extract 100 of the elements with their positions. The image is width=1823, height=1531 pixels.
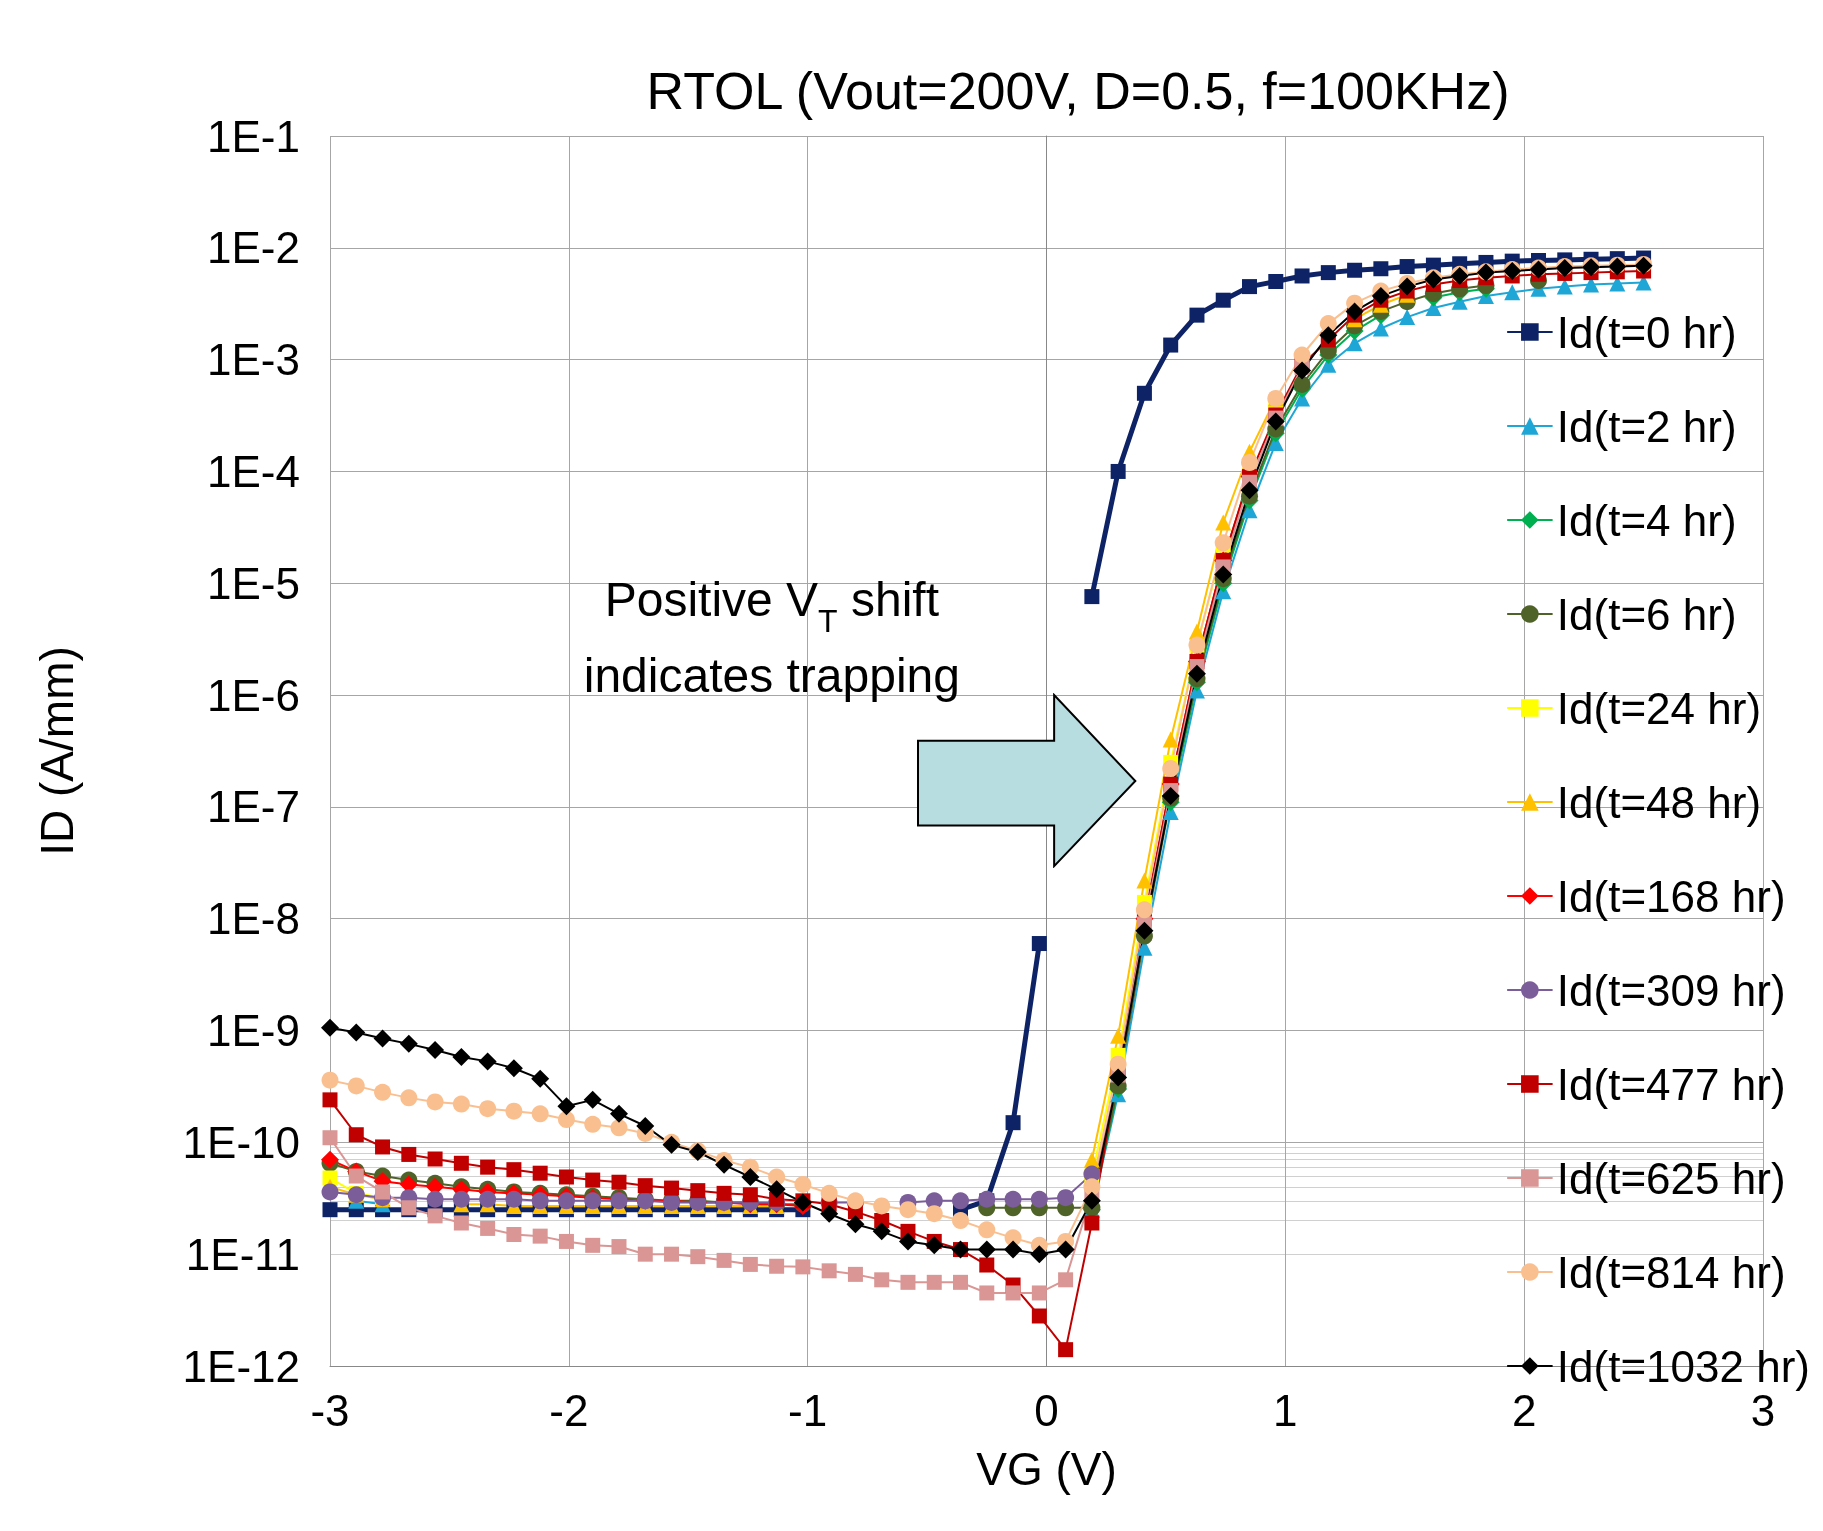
- point: [978, 1221, 996, 1239]
- point: [1109, 1068, 1128, 1087]
- point: [742, 1256, 758, 1272]
- point: [1162, 731, 1179, 748]
- x-tick-label: -1: [788, 1385, 828, 1435]
- point: [1504, 284, 1521, 301]
- point: [1136, 385, 1152, 401]
- x-tick-label: 0: [1034, 1385, 1059, 1435]
- point: [427, 1151, 443, 1167]
- x-tick-label: 1: [1273, 1385, 1298, 1435]
- point: [506, 1226, 522, 1242]
- point: [504, 1059, 523, 1078]
- point: [821, 1263, 837, 1279]
- point: [506, 1162, 522, 1178]
- point: [1320, 265, 1336, 281]
- point: [874, 1272, 890, 1288]
- point: [452, 1190, 470, 1208]
- point: [557, 1111, 575, 1129]
- point: [636, 1117, 655, 1136]
- y-tick-label: 1E-4: [207, 446, 300, 496]
- point: [1398, 277, 1417, 296]
- point: [321, 1150, 339, 1169]
- point: [741, 1168, 760, 1187]
- point: [952, 1212, 970, 1230]
- point: [1399, 309, 1416, 326]
- point: [1031, 1285, 1047, 1301]
- point: [584, 1115, 602, 1133]
- point: [532, 1165, 548, 1181]
- point: [479, 1190, 497, 1208]
- legend-label: Id(t=2 hr): [1556, 401, 1737, 451]
- point: [926, 1274, 942, 1290]
- point: [769, 1258, 785, 1274]
- point: [480, 1159, 496, 1175]
- point: [846, 1215, 865, 1234]
- point: [1058, 1342, 1074, 1358]
- point: [979, 1285, 995, 1301]
- point: [1187, 664, 1206, 683]
- point: [742, 1187, 758, 1203]
- point: [1556, 278, 1573, 295]
- legend-label: Id(t=625 hr): [1556, 1153, 1786, 1203]
- point: [374, 1083, 392, 1101]
- point: [452, 1095, 470, 1113]
- point: [716, 1252, 732, 1268]
- point: [900, 1274, 916, 1290]
- point: [1294, 268, 1310, 284]
- point: [820, 1184, 838, 1202]
- point: [1215, 292, 1231, 308]
- y-tick-label: 1E-9: [207, 1006, 300, 1056]
- x-axis-title: VG (V): [976, 1443, 1117, 1495]
- point: [716, 1185, 732, 1201]
- point: [1319, 326, 1338, 345]
- point: [1241, 454, 1259, 472]
- point: [767, 1180, 786, 1199]
- point: [1136, 872, 1153, 889]
- point: [925, 1205, 943, 1223]
- point: [505, 1190, 523, 1208]
- point: [1215, 514, 1232, 531]
- y-tick-label: 1E-7: [207, 782, 300, 832]
- point: [1056, 1240, 1075, 1259]
- point: [952, 1192, 970, 1210]
- point: [820, 1204, 839, 1223]
- point: [1268, 273, 1284, 289]
- y-tick-label: 1E-12: [182, 1341, 300, 1391]
- point: [1345, 302, 1364, 321]
- point: [375, 1139, 391, 1155]
- point: [1084, 589, 1100, 605]
- x-tick-label: 2: [1511, 1385, 1537, 1435]
- point: [1214, 565, 1233, 584]
- legend-label: Id(t=309 hr): [1556, 965, 1786, 1015]
- x-tick-label: -3: [310, 1385, 350, 1435]
- point: [1110, 1027, 1127, 1044]
- y-tick-label: 1E-6: [207, 670, 300, 720]
- chart-title: RTOL (Vout=200V, D=0.5, f=100KHz): [646, 62, 1510, 120]
- y-tick-label: 1E-3: [207, 335, 300, 385]
- legend-label: Id(t=477 hr): [1556, 1059, 1786, 1109]
- y-tick-label: 1E-8: [207, 894, 300, 944]
- point: [953, 1274, 969, 1290]
- point: [1242, 279, 1258, 295]
- point: [637, 1178, 653, 1194]
- point: [1293, 361, 1312, 380]
- x-tick-label: -2: [549, 1385, 589, 1435]
- point: [1135, 901, 1153, 919]
- point: [664, 1246, 680, 1262]
- point: [1347, 262, 1363, 278]
- point: [453, 1215, 469, 1231]
- point: [373, 1029, 392, 1048]
- point: [1082, 1191, 1101, 1210]
- y-tick-label: 1E-1: [207, 111, 300, 161]
- point: [321, 1018, 339, 1037]
- point: [558, 1233, 574, 1249]
- point: [1083, 1178, 1101, 1196]
- point: [532, 1228, 548, 1244]
- point: [1057, 1189, 1075, 1207]
- point: [558, 1169, 574, 1185]
- y-tick-label: 1E-10: [182, 1117, 300, 1167]
- point: [1293, 375, 1311, 393]
- point: [375, 1184, 391, 1200]
- point: [347, 1077, 365, 1095]
- point: [557, 1097, 576, 1116]
- point: [347, 1023, 366, 1042]
